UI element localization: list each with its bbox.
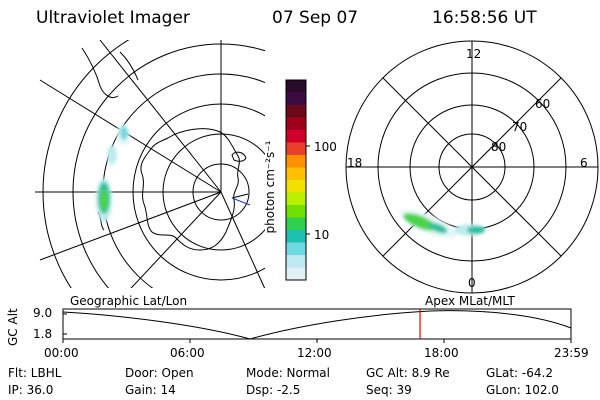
date-label: 07 Sep 07 xyxy=(272,8,359,28)
time-label-0000: 00:00 xyxy=(44,346,79,360)
color-bar-band xyxy=(286,92,306,106)
color-bar-band xyxy=(286,105,306,118)
colorbar-tick-100: 100 xyxy=(314,140,337,154)
auroral-emission-right xyxy=(399,210,486,238)
mlt-label-6: 6 xyxy=(580,156,588,170)
altitude-ticks xyxy=(62,313,572,343)
auroral-emission-left xyxy=(96,124,129,222)
filter-status: Flt: LBHL xyxy=(8,366,62,380)
instrument-title: Ultraviolet Imager xyxy=(36,8,190,28)
dsp-status: Dsp: -2.5 xyxy=(246,383,301,397)
lat-label-70: 70 xyxy=(512,120,528,134)
color-bar-band xyxy=(286,155,306,168)
geographic-map xyxy=(35,40,265,288)
color-bar-band xyxy=(286,142,306,156)
altitude-curve xyxy=(62,310,572,340)
color-bar-band xyxy=(286,180,306,193)
color-bar-band xyxy=(286,242,306,256)
door-status: Door: Open xyxy=(125,366,194,380)
right-map-title: Apex MLat/MLT xyxy=(425,294,515,308)
color-bar-band xyxy=(286,205,306,218)
color-bar-band xyxy=(286,217,306,231)
color-bar-band xyxy=(286,255,306,268)
color-bar-band xyxy=(286,230,306,243)
seq-status: Seq: 39 xyxy=(366,383,412,397)
magnetic-polar-plot xyxy=(345,40,599,294)
color-bar-band xyxy=(286,167,306,181)
color-bar-band xyxy=(286,117,306,131)
time-label-0600: 06:00 xyxy=(170,346,205,360)
time-label-2359: 23:59 xyxy=(554,346,589,360)
glon-status: GLon: 102.0 xyxy=(486,383,559,397)
altitude-tick-9: 9.0 xyxy=(33,306,53,320)
altitude-tick-1-8: 1.8 xyxy=(33,327,53,341)
left-map-title: Geographic Lat/Lon xyxy=(70,294,188,308)
mode-status: Mode: Normal xyxy=(246,366,330,380)
mlt-label-18: 18 xyxy=(347,156,363,170)
color-bar-band xyxy=(286,80,306,93)
color-bar-frame xyxy=(285,79,307,281)
gain-status: Gain: 14 xyxy=(125,383,176,397)
colorbar-unit-label: photon cm⁻²s⁻¹ xyxy=(263,140,277,234)
color-bar-band xyxy=(286,192,306,206)
time-label-1800: 18:00 xyxy=(424,346,459,360)
gc-alt-status: GC Alt: 8.9 Re xyxy=(366,366,450,380)
altitude-axis-label: GC Alt xyxy=(6,308,20,346)
time-label-1200: 12:00 xyxy=(297,346,332,360)
color-bar xyxy=(286,80,306,281)
mlt-label-0: 0 xyxy=(468,276,476,290)
meridian-line xyxy=(231,197,251,206)
time-label: 16:58:56 UT xyxy=(432,8,537,28)
colorbar-tick-10: 10 xyxy=(314,228,330,242)
mlt-label-12: 12 xyxy=(466,47,482,61)
lat-label-80: 80 xyxy=(491,140,507,154)
color-bar-band xyxy=(286,130,306,143)
ip-status: IP: 36.0 xyxy=(8,383,54,397)
lat-label-60: 60 xyxy=(535,97,551,111)
glat-status: GLat: -64.2 xyxy=(486,366,553,380)
color-bar-band xyxy=(286,267,306,281)
